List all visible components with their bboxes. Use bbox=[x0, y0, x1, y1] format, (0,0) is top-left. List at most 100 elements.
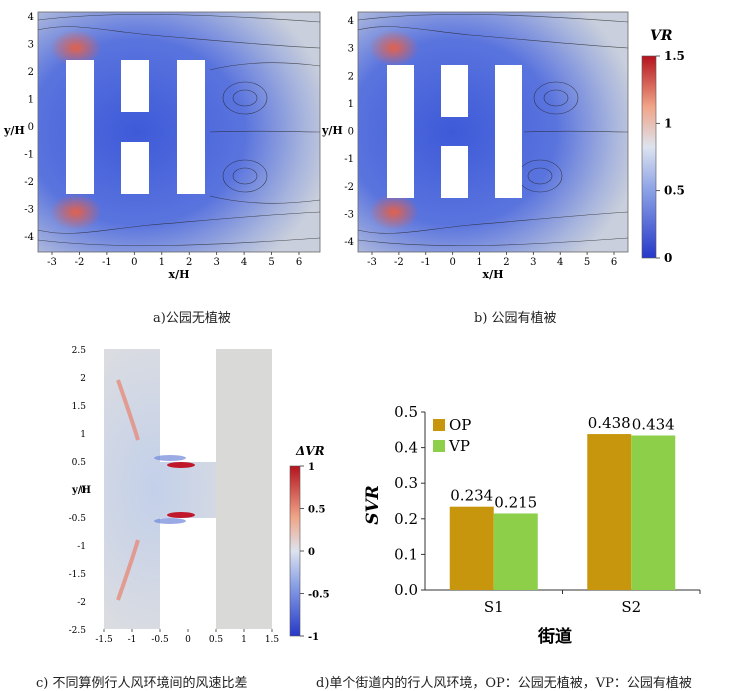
bar-chart-ytick-label: 0.3 bbox=[394, 474, 418, 492]
bar-chart: 0.5 0.4 0.3 0.2 0.1 0.0 S1 0.234 0.215 S2 0.438 0.4… bbox=[394, 403, 701, 616]
legend-swatch-vp bbox=[433, 440, 445, 452]
panel-c-ytick-label: -1.5 bbox=[69, 570, 87, 580]
dvr-colorbar-bar bbox=[289, 465, 301, 637]
panel-a-xtick-label: 4 bbox=[241, 257, 247, 268]
panel-b-xtick-label: 1 bbox=[476, 257, 482, 268]
panel-a-building-mid-bottom bbox=[121, 142, 149, 194]
panel-c-red-streak-bottom bbox=[116, 539, 140, 601]
panel-b-xtick-label: -1 bbox=[421, 257, 431, 268]
panel-a-building-right bbox=[177, 60, 205, 194]
panel-a-xtick-label: -3 bbox=[47, 257, 57, 268]
legend-label-vp: VP bbox=[448, 437, 470, 455]
panel-b-xtick-label: 3 bbox=[530, 257, 536, 268]
dvr-colorbar-ticks: 1 0.5 0 -0.5 -1 bbox=[300, 462, 330, 643]
legend-label-op: OP bbox=[449, 416, 471, 434]
panel-c-ytick-label: 1.5 bbox=[72, 402, 87, 412]
bar-value-label: 0.434 bbox=[632, 415, 675, 433]
vr-colorbar-tick-label: 1.5 bbox=[664, 49, 685, 63]
panel-a-ylabel: y/H bbox=[3, 124, 25, 137]
panel-b-ytick-label: -2 bbox=[344, 182, 354, 193]
bar-op-s2 bbox=[587, 434, 632, 590]
panel-c-red-streak-top bbox=[116, 379, 140, 441]
panel-c-ylabel: y/H bbox=[71, 485, 91, 496]
panel-a-ytick-label: 3 bbox=[28, 40, 34, 51]
panel-b-building-mid-top bbox=[441, 65, 468, 117]
vr-colorbar-bar bbox=[641, 55, 657, 259]
panel-a-xtick-label: 3 bbox=[213, 257, 219, 268]
dvr-colorbar-tick-label: -0.5 bbox=[308, 590, 330, 601]
vr-colorbar-tick-label: 0 bbox=[664, 251, 672, 265]
panel-b-ytick-label: -1 bbox=[344, 154, 354, 165]
bar-chart-ytick-label: 0.5 bbox=[394, 403, 418, 421]
panel-c-building-top bbox=[160, 349, 216, 462]
panel-b-xlabel: x/H bbox=[483, 268, 504, 281]
panel-c-ytick-label: -1 bbox=[77, 542, 86, 552]
panel-c-right-zone bbox=[216, 349, 272, 629]
panel-c-building-bottom bbox=[160, 518, 216, 629]
panel-c-ytick-label: 0.5 bbox=[72, 458, 87, 468]
panel-c-ytick-label: 0 bbox=[80, 486, 86, 496]
panel-b-axes: -3 -2 -1 0 1 2 3 4 5 6 4 3 2 1 0 -1 -2 -3 -4 bbox=[344, 16, 617, 268]
panel-b-hotspot-bottom bbox=[369, 194, 419, 230]
bar-chart-ytick-label: 0.1 bbox=[394, 545, 418, 563]
bar-value-label: 0.234 bbox=[450, 487, 493, 505]
panel-c-cool-bottom bbox=[154, 518, 186, 524]
dvr-colorbar: ΔVR 1 0.5 0 -0.5 -1 bbox=[289, 444, 330, 643]
panel-c-peak-top bbox=[167, 462, 195, 468]
panel-a-xtick-label: 0 bbox=[131, 257, 137, 268]
panel-a-ytick-label: -2 bbox=[24, 177, 34, 188]
panel-b-xtick-label: 5 bbox=[584, 257, 590, 268]
panel-a: -3 -2 -1 0 1 2 3 4 5 6 4 3 2 1 0 -1 -2 -3 -4 x/H y/H bbox=[3, 11, 321, 281]
panel-b-ytick-label: 2 bbox=[348, 71, 354, 82]
panel-a-ytick-label: 1 bbox=[28, 95, 34, 106]
panel-a-xtick-label: 6 bbox=[296, 257, 302, 268]
panel-b-hotspot-top bbox=[369, 30, 419, 66]
panel-a-xtick-label: 2 bbox=[186, 257, 192, 268]
panel-b-building-mid-bottom bbox=[441, 146, 468, 198]
panel-c-peak-bottom bbox=[167, 512, 195, 518]
panel-b-ytick-label: -3 bbox=[344, 209, 354, 220]
panel-a-ytick-label: -4 bbox=[24, 232, 34, 243]
caption-b: b) 公园有植被 bbox=[474, 311, 557, 326]
bar-vp-s1 bbox=[493, 513, 538, 590]
caption-d: d)单个街道内的行人风环境，OP：公园无植被，VP：公园有植被 bbox=[316, 676, 692, 691]
vr-colorbar-ticks: 1.5 1 0.5 0 bbox=[656, 49, 685, 265]
vr-colorbar-tick-label: 0.5 bbox=[664, 184, 685, 198]
caption-a: a)公园无植被 bbox=[153, 311, 231, 326]
bar-chart-ylabel: SVR bbox=[363, 485, 383, 525]
panel-c-xtick-label: -1.5 bbox=[95, 635, 113, 645]
panel-a-ytick-label: -1 bbox=[24, 150, 34, 161]
panel-c-xtick-label: 0.5 bbox=[209, 635, 224, 645]
panel-d: 0.5 0.4 0.3 0.2 0.1 0.0 S1 0.234 0.215 S2 0.438 0.4… bbox=[363, 403, 701, 647]
panel-a-axes: -3 -2 -1 0 1 2 3 4 5 6 4 3 2 1 0 -1 -2 -3 -4 bbox=[24, 12, 302, 268]
bar-chart-ytick-label: 0.2 bbox=[394, 510, 418, 528]
bar-chart-ytick-label: 0.4 bbox=[394, 439, 418, 457]
bar-chart-ytick-label: 0.0 bbox=[394, 581, 418, 599]
dvr-colorbar-tick-label: -1 bbox=[308, 632, 319, 643]
vr-colorbar-title: VR bbox=[650, 28, 673, 44]
panel-b-xtick-label: 4 bbox=[557, 257, 563, 268]
panel-c-ytick-label: 2 bbox=[80, 374, 86, 384]
panel-b-ytick-label: 4 bbox=[348, 16, 354, 27]
panel-a-xtick-label: -1 bbox=[102, 257, 112, 268]
bar-chart-xtick-label: S1 bbox=[484, 598, 504, 616]
panel-c-ytick-label: 1 bbox=[80, 430, 86, 440]
dvr-colorbar-tick-label: 0 bbox=[308, 547, 315, 558]
dvr-colorbar-title: ΔVR bbox=[295, 444, 325, 458]
panel-b-building-left bbox=[387, 65, 414, 198]
panel-b-ytick-label: 0 bbox=[348, 127, 354, 138]
panel-b-xtick-label: -2 bbox=[394, 257, 404, 268]
panel-c-xtick-label: 0 bbox=[185, 635, 191, 645]
bar-vp-s2 bbox=[631, 435, 676, 590]
panel-b-xtick-label: 6 bbox=[611, 257, 617, 268]
bar-value-label: 0.438 bbox=[588, 414, 631, 432]
panel-c-xtick-label: -0.5 bbox=[151, 635, 169, 645]
panel-b-ytick-label: 1 bbox=[348, 99, 354, 110]
panel-a-ytick-label: 4 bbox=[28, 12, 34, 23]
panel-a-hotspot-bottom bbox=[50, 194, 102, 230]
legend-swatch-op bbox=[433, 419, 445, 431]
panel-c-cool-top bbox=[154, 455, 186, 461]
panel-c-ytick-label: 2.5 bbox=[72, 346, 87, 356]
panel-b-ytick-label: 3 bbox=[348, 44, 354, 55]
